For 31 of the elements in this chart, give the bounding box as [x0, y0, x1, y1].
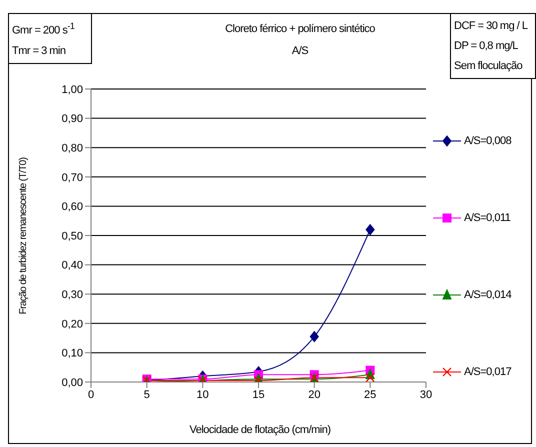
legend-label: A/S=0,011 [464, 212, 510, 224]
y-tick-label: 1,00 [62, 84, 83, 96]
y-tick-label: 0,00 [62, 376, 83, 389]
text: DP = 0,8 mg/L [454, 39, 519, 54]
y-tick-label: 0,20 [62, 318, 83, 330]
y-tick-label: 0,40 [62, 260, 83, 272]
text: Sem floculação [454, 59, 524, 74]
y-tick-label: 0,90 [62, 113, 83, 126]
y-tick-label: 0,70 [62, 172, 83, 184]
y-tick-label: 0,50 [62, 230, 83, 242]
x-tick-label: 30 [420, 388, 432, 401]
legend-label: A/S=0,017 [464, 366, 512, 378]
text: Tmr = 3 min [12, 44, 66, 59]
text: Gmr = 200 s$^{-1}$ [12, 20, 76, 39]
x-tick-label: 0 [88, 388, 94, 401]
chart-title: Cloreto férrico + polímero sintético [224, 22, 376, 37]
x-axis-title: Velocidade de flotação (cm/min) [188, 424, 332, 436]
y-tick-label: 0,60 [62, 201, 83, 214]
y-tick-label: 0,80 [62, 142, 83, 155]
x-tick-label: 25 [364, 388, 376, 401]
legend-label: A/S=0,014 [464, 289, 512, 301]
x-tick-label: 20 [308, 388, 320, 401]
x-tick-label: 10 [196, 388, 209, 401]
x-tick-label: 5 [144, 388, 150, 401]
y-tick-label: 0,30 [62, 289, 83, 302]
chart-subtitle: A/S [290, 44, 310, 59]
legend-label: A/S=0,008 [464, 135, 512, 147]
text: DCF = 30 mg / L [454, 19, 529, 34]
y-tick-label: 0,10 [62, 348, 83, 360]
x-tick-label: 15 [252, 388, 265, 401]
y-axis-title: Fração de turbidez remanescente (T/T0) [17, 156, 30, 316]
